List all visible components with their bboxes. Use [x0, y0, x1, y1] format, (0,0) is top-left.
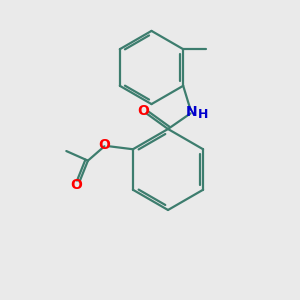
Text: O: O [98, 138, 110, 152]
Text: H: H [198, 108, 208, 122]
Text: O: O [70, 178, 83, 192]
Text: N: N [186, 105, 198, 119]
Text: O: O [137, 104, 149, 118]
